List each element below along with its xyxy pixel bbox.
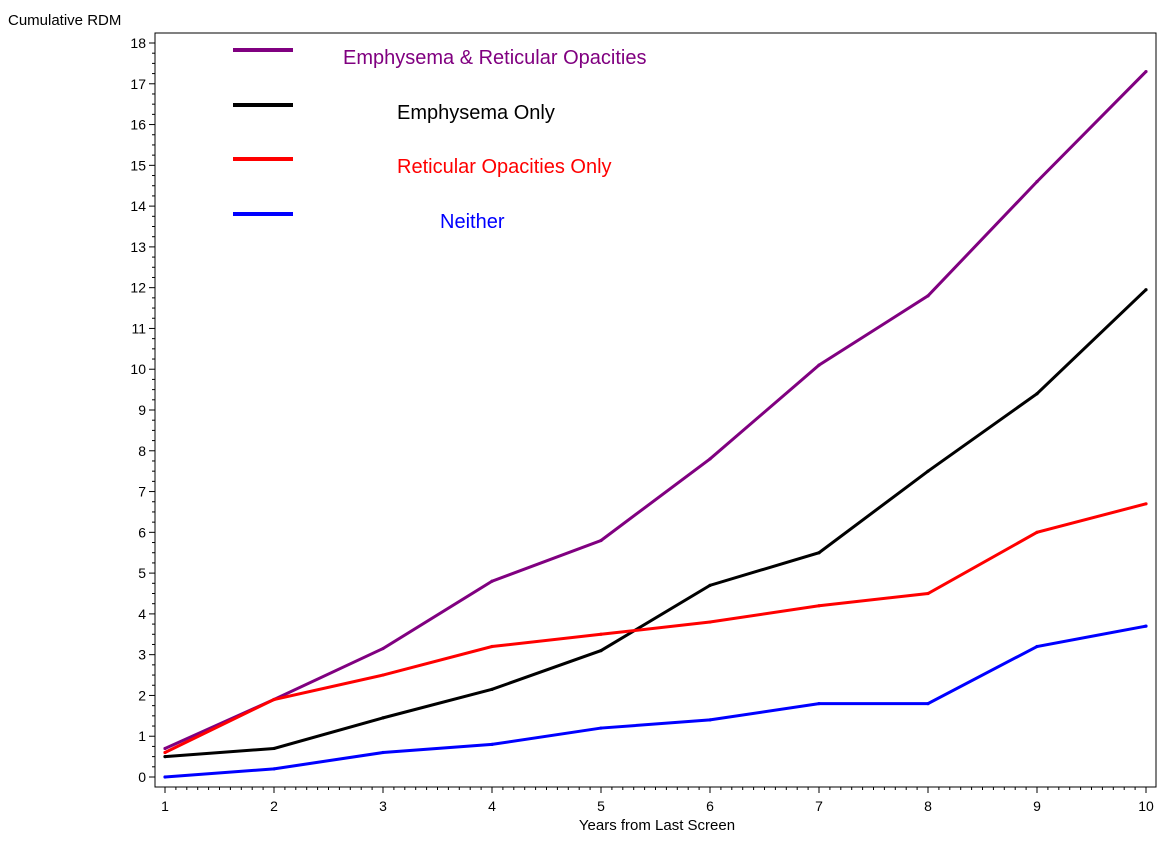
y-tick-label: 15 — [130, 157, 146, 173]
series-line — [164, 624, 1147, 779]
legend: Emphysema & Reticular Opacities Emphysema… — [233, 47, 646, 233]
y-tick-label: 4 — [138, 606, 146, 622]
x-tick-label: 2 — [270, 798, 278, 814]
legend-item: Reticular Opacities Only — [233, 156, 612, 178]
legend-label: Emphysema Only — [397, 102, 555, 124]
series-line — [164, 70, 1148, 750]
y-tick-label: 13 — [130, 239, 146, 255]
data-point — [926, 702, 930, 706]
series-line — [164, 502, 1147, 754]
data-point — [708, 620, 712, 624]
y-tick-label: 6 — [138, 524, 146, 540]
series-line — [164, 288, 1148, 759]
data-point — [381, 750, 385, 755]
y-tick-label: 17 — [130, 76, 146, 92]
x-tick-label: 10 — [1138, 798, 1154, 814]
data-point — [817, 363, 821, 367]
x-axis: 1 2 3 4 5 6 7 8 9 10 — [161, 787, 1154, 814]
x-tick-label: 7 — [815, 798, 823, 814]
x-tick-label: 8 — [924, 798, 932, 814]
x-tick-label: 1 — [161, 798, 169, 814]
legend-label: Reticular Opacities Only — [397, 156, 612, 178]
data-point — [490, 579, 494, 583]
series-1 — [163, 288, 1148, 759]
data-point — [490, 644, 494, 649]
legend-label: Neither — [440, 211, 505, 233]
legend-label: Emphysema & Reticular Opacities — [343, 47, 646, 69]
y-tick-label: 3 — [138, 647, 146, 663]
data-point — [272, 767, 276, 771]
data-point — [599, 538, 603, 543]
data-point — [490, 687, 494, 691]
legend-item: Neither — [233, 211, 505, 233]
legend-item: Emphysema Only — [233, 102, 555, 124]
data-point — [1144, 502, 1148, 506]
y-tick-label: 16 — [130, 117, 146, 133]
data-point — [381, 646, 385, 651]
data-point — [708, 718, 712, 722]
x-tick-label: 9 — [1033, 798, 1041, 814]
series-2 — [163, 502, 1148, 755]
y-tick-label: 11 — [131, 320, 146, 336]
y-tick-label: 7 — [138, 484, 146, 500]
series-layer — [163, 69, 1148, 779]
data-point — [1035, 644, 1039, 649]
x-axis-label: Years from Last Screen — [579, 817, 735, 834]
data-point — [817, 604, 821, 608]
data-point — [599, 632, 603, 636]
data-point — [272, 697, 276, 702]
y-tick-label: 8 — [138, 443, 146, 459]
x-tick-label: 3 — [379, 798, 387, 814]
y-tick-label: 12 — [130, 280, 146, 296]
data-point — [1035, 530, 1039, 534]
data-point — [163, 746, 167, 751]
data-point — [926, 591, 930, 596]
y-tick-label: 1 — [138, 728, 146, 744]
legend-item: Emphysema & Reticular Opacities — [233, 47, 646, 69]
y-tick-label: 10 — [130, 361, 146, 377]
y-axis-label: Cumulative RDM — [8, 12, 121, 29]
y-tick-label: 2 — [138, 687, 146, 703]
series-0 — [163, 69, 1148, 751]
data-point — [599, 726, 603, 730]
data-point — [599, 648, 603, 653]
data-point — [926, 469, 930, 473]
y-tick-label: 5 — [138, 565, 146, 581]
x-tick-label: 5 — [597, 798, 605, 814]
data-point — [490, 742, 494, 746]
data-point — [1144, 69, 1148, 74]
data-point — [381, 673, 385, 677]
data-point — [708, 457, 712, 461]
data-point — [708, 583, 712, 587]
data-point — [163, 775, 167, 779]
y-tick-label: 18 — [130, 35, 146, 51]
data-point — [926, 294, 930, 298]
plot-border — [154, 32, 1157, 788]
y-tick-label: 9 — [138, 402, 146, 418]
data-point — [1035, 392, 1039, 396]
data-point — [1144, 288, 1148, 292]
data-point — [817, 702, 821, 706]
data-point — [1035, 180, 1039, 184]
data-point — [163, 755, 167, 759]
data-point — [817, 551, 821, 555]
plot-frame — [154, 32, 1157, 788]
data-point — [163, 750, 167, 755]
data-point — [1144, 624, 1148, 628]
y-tick-label: 14 — [130, 198, 146, 214]
x-tick-label: 6 — [706, 798, 714, 814]
y-tick-label: 0 — [138, 769, 146, 785]
series-3 — [163, 624, 1148, 779]
data-point — [272, 746, 276, 751]
x-tick-label: 4 — [488, 798, 496, 814]
data-point — [381, 716, 385, 720]
